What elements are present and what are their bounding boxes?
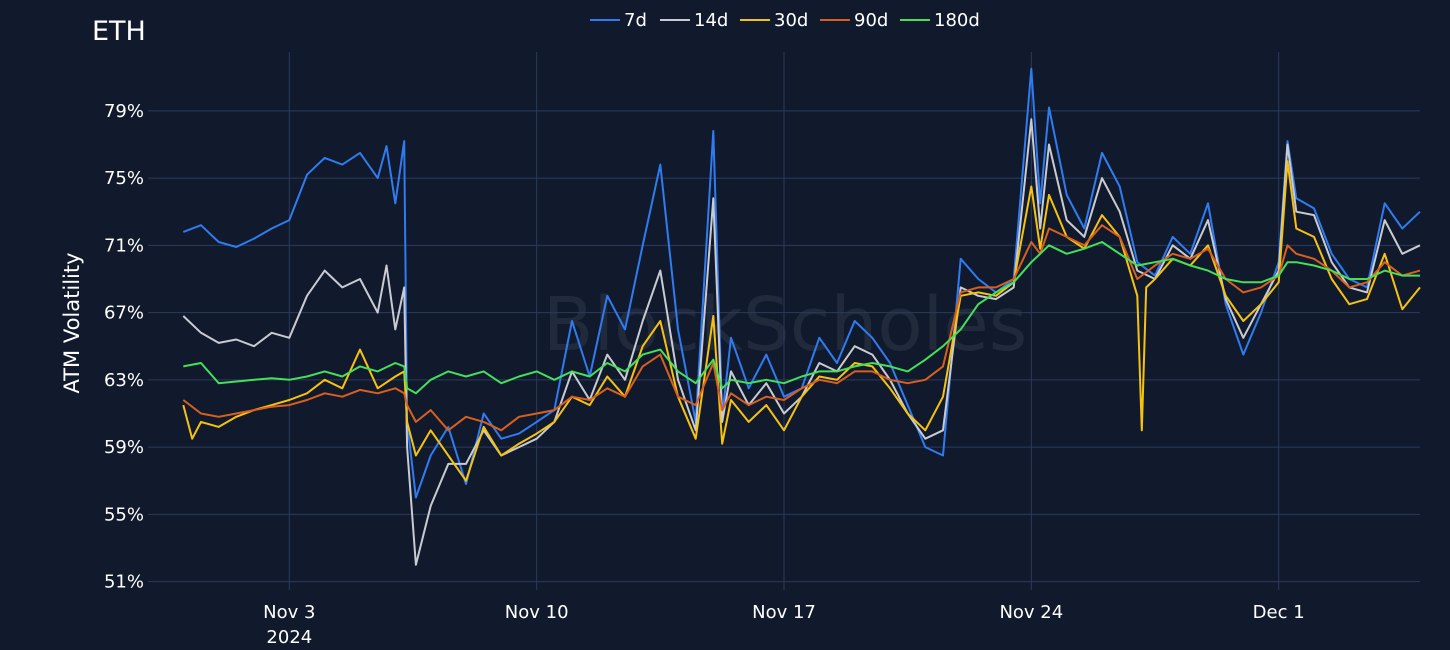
legend: 7d 14d 30d 90d 180d: [590, 10, 980, 31]
y-tick-label: 71%: [104, 235, 144, 256]
y-axis: 51% 55% 59% 63% 67% 71% 75% 79%: [104, 101, 144, 593]
x-tick-label: Nov 3: [263, 602, 315, 623]
grid: [148, 52, 1420, 590]
legend-label-30d: 30d: [774, 10, 808, 31]
legend-label-7d: 7d: [624, 10, 647, 31]
x-tick-label: Nov 10: [505, 602, 569, 623]
y-axis-label: ATM Volatility: [60, 252, 84, 393]
x-tick-label: Nov 17: [752, 602, 816, 623]
series-line-7d: [182, 67, 1421, 499]
legend-label-90d: 90d: [854, 10, 888, 31]
series-layer: [182, 67, 1421, 566]
legend-label-180d: 180d: [934, 10, 980, 31]
legend-label-14d: 14d: [694, 10, 728, 31]
series-line-180d: [183, 241, 1420, 395]
x-axis: Nov 3 2024 Nov 10 Nov 17 Nov 24 Dec 1: [263, 602, 1304, 648]
y-tick-label: 63%: [104, 370, 144, 391]
y-tick-label: 75%: [104, 168, 144, 189]
series-line-30d: [182, 160, 1421, 482]
x-tick-label: Nov 24: [999, 602, 1063, 623]
y-tick-label: 59%: [104, 437, 144, 458]
y-tick-label: 51%: [104, 572, 144, 593]
y-tick-label: 79%: [104, 101, 144, 122]
y-tick-label: 67%: [104, 303, 144, 324]
series-line-90d: [182, 224, 1421, 432]
series-line-14d: [182, 118, 1421, 566]
x-tick-sublabel: 2024: [266, 627, 312, 648]
y-tick-label: 55%: [104, 504, 144, 525]
x-tick-label: Dec 1: [1253, 602, 1305, 623]
chart-title: ETH: [92, 16, 146, 47]
